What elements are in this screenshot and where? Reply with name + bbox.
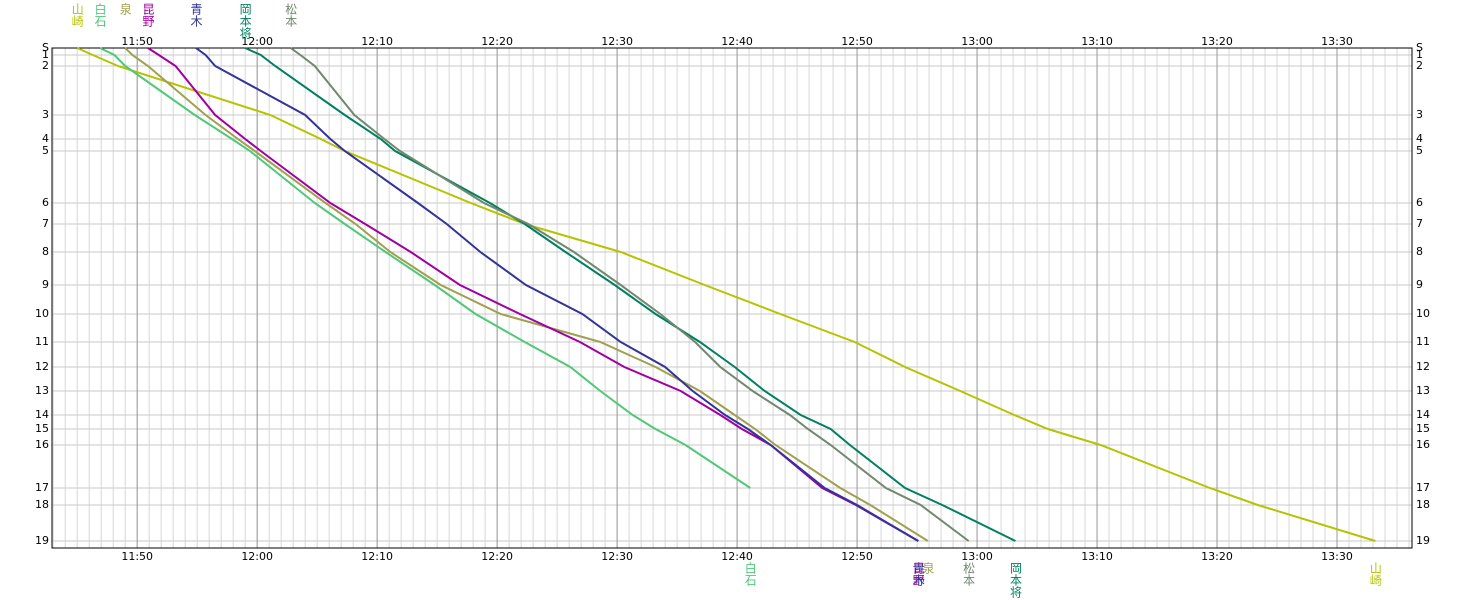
finish-label: 青木 bbox=[911, 562, 925, 586]
y-tick-label: 9 bbox=[42, 278, 49, 291]
y-tick-label-right: 14 bbox=[1416, 408, 1430, 421]
x-tick-label-bottom: 11:50 bbox=[121, 550, 153, 563]
y-tick-label: 17 bbox=[35, 481, 49, 494]
y-tick-label-right: 7 bbox=[1416, 217, 1423, 230]
x-tick-label-bottom: 12:40 bbox=[721, 550, 753, 563]
y-tick-label-right: 8 bbox=[1416, 245, 1423, 258]
x-tick-label: 12:50 bbox=[841, 35, 873, 48]
finish-label: 山崎 bbox=[1368, 562, 1382, 586]
x-tick-label-bottom: 12:50 bbox=[841, 550, 873, 563]
finish-label: 泉 bbox=[921, 562, 935, 574]
x-tick-label: 13:10 bbox=[1081, 35, 1113, 48]
y-tick-label: 16 bbox=[35, 438, 49, 451]
y-tick-label-right: 3 bbox=[1416, 108, 1423, 121]
y-tick-label-right: 6 bbox=[1416, 196, 1423, 209]
x-tick-label-bottom: 13:00 bbox=[961, 550, 993, 563]
x-tick-label: 13:30 bbox=[1321, 35, 1353, 48]
y-tick-label-right: 12 bbox=[1416, 360, 1430, 373]
x-tick-label: 12:20 bbox=[481, 35, 513, 48]
series-line bbox=[124, 47, 929, 542]
y-tick-label-right: 10 bbox=[1416, 307, 1430, 320]
start-label: 泉 bbox=[118, 3, 132, 15]
x-tick-label: 12:10 bbox=[361, 35, 393, 48]
y-tick-label-right: 4 bbox=[1416, 132, 1423, 145]
y-tick-label: 13 bbox=[35, 384, 49, 397]
y-tick-label-right: S bbox=[1416, 41, 1423, 54]
y-tick-label-right: 17 bbox=[1416, 481, 1430, 494]
plot-border bbox=[51, 47, 1413, 549]
y-tick-label: S bbox=[42, 41, 49, 54]
y-tick-label: 1 bbox=[42, 48, 49, 61]
y-tick-label: 2 bbox=[42, 59, 49, 72]
y-tick-label: 7 bbox=[42, 217, 49, 230]
x-tick-label: 13:00 bbox=[961, 35, 993, 48]
x-tick-label-bottom: 12:30 bbox=[601, 550, 633, 563]
y-tick-label-right: 5 bbox=[1416, 144, 1423, 157]
x-tick-label: 12:00 bbox=[241, 35, 273, 48]
x-tick-label: 13:20 bbox=[1201, 35, 1233, 48]
y-tick-label-right: 19 bbox=[1416, 534, 1430, 547]
y-tick-label-right: 11 bbox=[1416, 335, 1430, 348]
y-tick-label-right: 15 bbox=[1416, 422, 1430, 435]
y-tick-label-right: 13 bbox=[1416, 384, 1430, 397]
y-tick-label: 4 bbox=[42, 132, 49, 145]
series-line bbox=[195, 47, 919, 542]
y-tick-label: 12 bbox=[35, 360, 49, 373]
y-tick-label: 19 bbox=[35, 534, 49, 547]
x-tick-label-bottom: 12:00 bbox=[241, 550, 273, 563]
y-tick-label-right: 18 bbox=[1416, 498, 1430, 511]
x-tick-label-bottom: 13:10 bbox=[1081, 550, 1113, 563]
y-tick-label: 5 bbox=[42, 144, 49, 157]
start-label: 青木 bbox=[189, 3, 203, 27]
y-tick-label-right: 2 bbox=[1416, 59, 1423, 72]
finish-label: 昆野 bbox=[911, 562, 925, 586]
y-tick-label: 6 bbox=[42, 196, 49, 209]
start-label: 山崎 bbox=[70, 3, 84, 27]
finish-label: 岡本将 bbox=[1008, 562, 1022, 598]
finish-label: 白石 bbox=[743, 561, 757, 586]
x-tick-label: 12:30 bbox=[601, 35, 633, 48]
x-tick-label-bottom: 13:30 bbox=[1321, 550, 1353, 563]
series-line bbox=[290, 47, 970, 542]
y-tick-label-right: 16 bbox=[1416, 438, 1430, 451]
x-tick-label-bottom: 12:10 bbox=[361, 550, 393, 563]
series-line bbox=[76, 47, 1376, 542]
x-tick-label-bottom: 13:20 bbox=[1201, 550, 1233, 563]
start-label: 岡本将 bbox=[238, 3, 252, 39]
y-tick-label: 11 bbox=[35, 335, 49, 348]
y-tick-label: 18 bbox=[35, 498, 49, 511]
series-line bbox=[244, 47, 1016, 542]
y-tick-label: 8 bbox=[42, 245, 49, 258]
y-tick-label-right: 1 bbox=[1416, 48, 1423, 61]
finish-label: 松本 bbox=[962, 562, 976, 587]
start-label: 白石 bbox=[93, 2, 107, 27]
start-label: 松本 bbox=[284, 3, 298, 28]
y-tick-label-right: 9 bbox=[1416, 278, 1423, 291]
y-tick-label: 10 bbox=[35, 307, 49, 320]
series-line bbox=[99, 47, 751, 489]
y-tick-label: 15 bbox=[35, 422, 49, 435]
start-label: 昆野 bbox=[141, 3, 155, 27]
y-tick-label: 14 bbox=[35, 408, 49, 421]
x-tick-label-bottom: 12:20 bbox=[481, 550, 513, 563]
x-tick-label: 11:50 bbox=[121, 35, 153, 48]
y-tick-label: 3 bbox=[42, 108, 49, 121]
x-tick-label: 12:40 bbox=[721, 35, 753, 48]
